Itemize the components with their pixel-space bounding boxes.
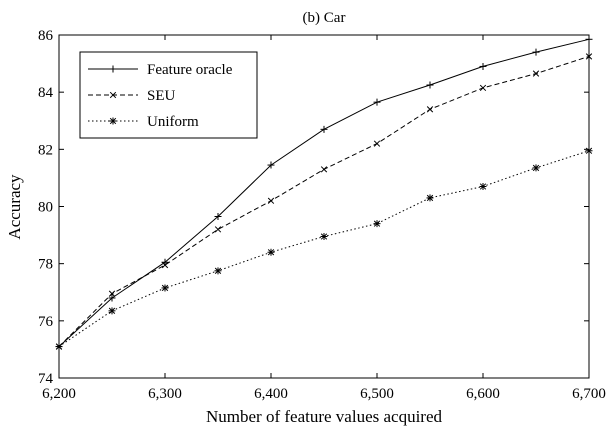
data-point-seu (321, 167, 327, 173)
data-point-uniform (321, 233, 328, 240)
data-point-seu (480, 85, 486, 91)
y-tick-label: 74 (38, 371, 54, 387)
data-point-seu (533, 71, 539, 77)
data-point-seu (374, 141, 380, 147)
y-tick-label: 76 (38, 314, 54, 330)
data-point-feature-oracle (533, 49, 540, 56)
y-tick-label: 78 (38, 257, 53, 273)
legend-label-uniform: Uniform (147, 114, 199, 130)
data-point-uniform (533, 164, 540, 171)
x-tick-label: 6,500 (360, 386, 394, 402)
y-tick-label: 80 (38, 200, 53, 216)
x-tick-label: 6,400 (254, 386, 288, 402)
y-tick-label: 84 (38, 85, 54, 101)
data-point-uniform (480, 183, 487, 190)
data-point-seu (215, 227, 221, 233)
y-tick-label: 82 (38, 142, 53, 158)
legend: Feature oracle SEU Uniform (80, 52, 257, 138)
data-point-uniform (56, 343, 63, 350)
data-point-uniform (268, 249, 275, 256)
data-point-feature-oracle (586, 36, 593, 43)
legend-label-seu: SEU (147, 88, 176, 104)
chart-title: (b) Car (303, 10, 346, 26)
data-point-feature-oracle (374, 99, 381, 106)
data-point-feature-oracle (321, 126, 328, 133)
y-axis-label: Accuracy (5, 174, 24, 240)
legend-label-feature-oracle: Feature oracle (147, 62, 233, 78)
data-point-uniform (109, 307, 116, 314)
x-tick-label: 6,700 (572, 386, 606, 402)
data-point-feature-oracle (480, 63, 487, 70)
data-point-seu (427, 107, 433, 113)
data-point-seu (268, 198, 274, 204)
x-tick-label: 6,200 (42, 386, 76, 402)
data-point-uniform (374, 220, 381, 227)
x-axis-label: Number of feature values acquired (206, 407, 442, 426)
data-point-feature-oracle (427, 82, 434, 89)
legend-marker-uniform (110, 118, 117, 125)
data-point-uniform (215, 267, 222, 274)
data-point-uniform (586, 147, 593, 154)
data-point-uniform (162, 284, 169, 291)
x-tick-label: 6,300 (148, 386, 182, 402)
x-tick-label: 6,600 (466, 386, 500, 402)
data-point-uniform (427, 194, 434, 201)
series-line-uniform (59, 151, 589, 347)
y-tick-label: 86 (38, 28, 54, 44)
